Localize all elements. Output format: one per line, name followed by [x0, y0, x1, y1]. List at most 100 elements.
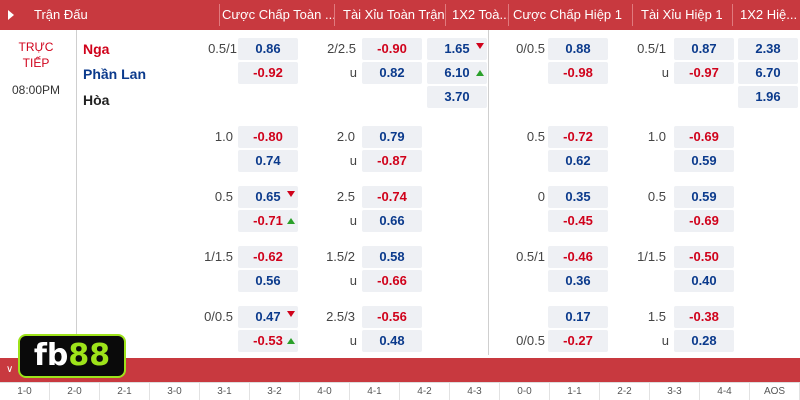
odd-1x2-ft-away[interactable]: 6.10: [427, 62, 487, 84]
ou-ft-line: 1.5/2: [326, 249, 355, 264]
odd-ah-h1-home[interactable]: -0.72: [548, 126, 608, 148]
col-header-ou-ft[interactable]: Tài Xỉu Toàn Trận: [343, 7, 445, 22]
odd-ou-h1-under[interactable]: 0.59: [674, 150, 734, 172]
col-header-ah-ft[interactable]: Cược Chấp Toàn ...: [222, 7, 334, 22]
odd-1x2-ft-draw[interactable]: 3.70: [427, 86, 487, 108]
score-cell[interactable]: 4-0: [300, 383, 350, 400]
col-header-match: Trận Đấu: [34, 7, 88, 22]
odd-ah-h1-away[interactable]: -0.45: [548, 210, 608, 232]
ah-ft-line: 0/0.5: [204, 309, 233, 324]
score-cell[interactable]: 1-1: [550, 383, 600, 400]
odd-1x2-h1-home[interactable]: 2.38: [738, 38, 798, 60]
odd-ou-ft-over[interactable]: -0.56: [362, 306, 422, 328]
col-header-ah-h1[interactable]: Cược Chấp Hiệp 1: [513, 7, 622, 22]
odd-ah-ft-away[interactable]: 0.74: [238, 150, 298, 172]
odd-ah-ft-away[interactable]: 0.56: [238, 270, 298, 292]
odd-value: 0.47: [255, 309, 281, 324]
ou-h1-line: 0.5: [647, 189, 666, 204]
table-header: Trận Đấu Cược Chấp Toàn ... Tài Xỉu Toàn…: [0, 0, 800, 30]
odds-table: TRỰC TIẾP 08:00PM Nga Phần Lan Hòa 0.5/1…: [0, 30, 800, 358]
odd-ou-ft-under[interactable]: -0.87: [362, 150, 422, 172]
odd-1x2-ft-home[interactable]: 1.65: [427, 38, 487, 60]
score-cell[interactable]: 3-0: [150, 383, 200, 400]
ou-h1-line: 1.0: [647, 129, 666, 144]
odd-ah-ft-away[interactable]: -0.53: [238, 330, 298, 352]
score-cell[interactable]: 3-3: [650, 383, 700, 400]
odd-ah-h1-away[interactable]: -0.98: [548, 62, 608, 84]
odd-ah-ft-home[interactable]: -0.62: [238, 246, 298, 268]
draw-label: Hòa: [83, 92, 110, 108]
ah-ft-line: 0.5: [214, 189, 233, 204]
ou-h1-line: 0.5/1: [637, 41, 666, 56]
score-cell[interactable]: 3-2: [250, 383, 300, 400]
score-cell[interactable]: 0-0: [500, 383, 550, 400]
odd-ah-ft-home[interactable]: 0.86: [238, 38, 298, 60]
odd-ah-ft-away[interactable]: -0.92: [238, 62, 298, 84]
arrow-down-icon: [476, 43, 484, 49]
score-cell[interactable]: 4-1: [350, 383, 400, 400]
odd-ah-h1-away[interactable]: 0.62: [548, 150, 608, 172]
odd-ou-h1-over[interactable]: 0.87: [674, 38, 734, 60]
ah-h1-line: 0/0.5: [516, 333, 545, 348]
odd-ou-h1-over[interactable]: -0.38: [674, 306, 734, 328]
odd-ou-ft-under[interactable]: 0.82: [362, 62, 422, 84]
odd-ou-ft-over[interactable]: -0.90: [362, 38, 422, 60]
under-label: u: [349, 213, 357, 228]
ou-ft-line: 2.0: [336, 129, 355, 144]
score-cell[interactable]: 4-2: [400, 383, 450, 400]
odd-ah-ft-home[interactable]: 0.65: [238, 186, 298, 208]
expand-caret-icon[interactable]: [8, 10, 14, 20]
odd-ah-h1-home[interactable]: 0.35: [548, 186, 608, 208]
odd-value: -0.53: [253, 333, 283, 348]
odd-ah-h1-away[interactable]: -0.27: [548, 330, 608, 352]
odd-ou-h1-over[interactable]: -0.50: [674, 246, 734, 268]
score-cell[interactable]: 1-0: [0, 383, 50, 400]
odd-ou-ft-under[interactable]: 0.48: [362, 330, 422, 352]
odd-ah-ft-home[interactable]: 0.47: [238, 306, 298, 328]
ou-ft-line: 2/2.5: [327, 41, 356, 56]
odd-ou-ft-over[interactable]: 0.79: [362, 126, 422, 148]
score-cell[interactable]: 2-0: [50, 383, 100, 400]
col-header-1x2-h1[interactable]: 1X2 Hiệ...: [740, 7, 798, 22]
odd-ah-h1-home[interactable]: -0.46: [548, 246, 608, 268]
arrow-up-icon: [476, 70, 484, 76]
odd-ou-h1-over[interactable]: -0.69: [674, 126, 734, 148]
odd-ou-h1-over[interactable]: 0.59: [674, 186, 734, 208]
odd-ou-h1-under[interactable]: -0.69: [674, 210, 734, 232]
under-label: u: [661, 333, 669, 348]
logo-text-accent: 88: [68, 338, 111, 373]
odd-ah-ft-home[interactable]: -0.80: [238, 126, 298, 148]
col-header-ou-h1[interactable]: Tài Xỉu Hiệp 1: [641, 7, 723, 22]
score-cell[interactable]: 2-2: [600, 383, 650, 400]
score-section-bar[interactable]: ∨: [0, 358, 800, 382]
odd-ou-ft-under[interactable]: 0.66: [362, 210, 422, 232]
chevron-down-icon[interactable]: ∨: [6, 364, 14, 375]
col-header-1x2-ft[interactable]: 1X2 Toà...: [452, 7, 508, 22]
odd-ou-ft-over[interactable]: -0.74: [362, 186, 422, 208]
score-cell[interactable]: 3-1: [200, 383, 250, 400]
ah-h1-line: 0/0.5: [516, 41, 545, 56]
odd-ou-h1-under[interactable]: 0.28: [674, 330, 734, 352]
under-label: u: [349, 333, 357, 348]
odd-ou-ft-over[interactable]: 0.58: [362, 246, 422, 268]
away-team: Phần Lan: [83, 66, 147, 82]
odd-ou-h1-under[interactable]: -0.97: [674, 62, 734, 84]
score-cell[interactable]: 2-1: [100, 383, 150, 400]
odd-value: 6.10: [444, 65, 470, 80]
odd-ou-ft-under[interactable]: -0.66: [362, 270, 422, 292]
odd-ou-h1-under[interactable]: 0.40: [674, 270, 734, 292]
score-cell[interactable]: 4-4: [700, 383, 750, 400]
odd-ah-ft-away[interactable]: -0.71: [238, 210, 298, 232]
odd-ah-h1-away[interactable]: 0.36: [548, 270, 608, 292]
odd-value: -0.71: [253, 213, 283, 228]
home-team: Nga: [83, 41, 110, 57]
score-cell[interactable]: 4-3: [450, 383, 500, 400]
score-cell[interactable]: AOS: [750, 383, 800, 400]
odd-ah-h1-home[interactable]: 0.88: [548, 38, 608, 60]
arrow-down-icon: [287, 311, 295, 317]
odd-ah-h1-home[interactable]: 0.17: [548, 306, 608, 328]
odd-1x2-h1-away[interactable]: 6.70: [738, 62, 798, 84]
odd-value: 1.65: [444, 41, 470, 56]
ou-ft-line: 2.5/3: [326, 309, 355, 324]
odd-1x2-h1-draw[interactable]: 1.96: [738, 86, 798, 108]
